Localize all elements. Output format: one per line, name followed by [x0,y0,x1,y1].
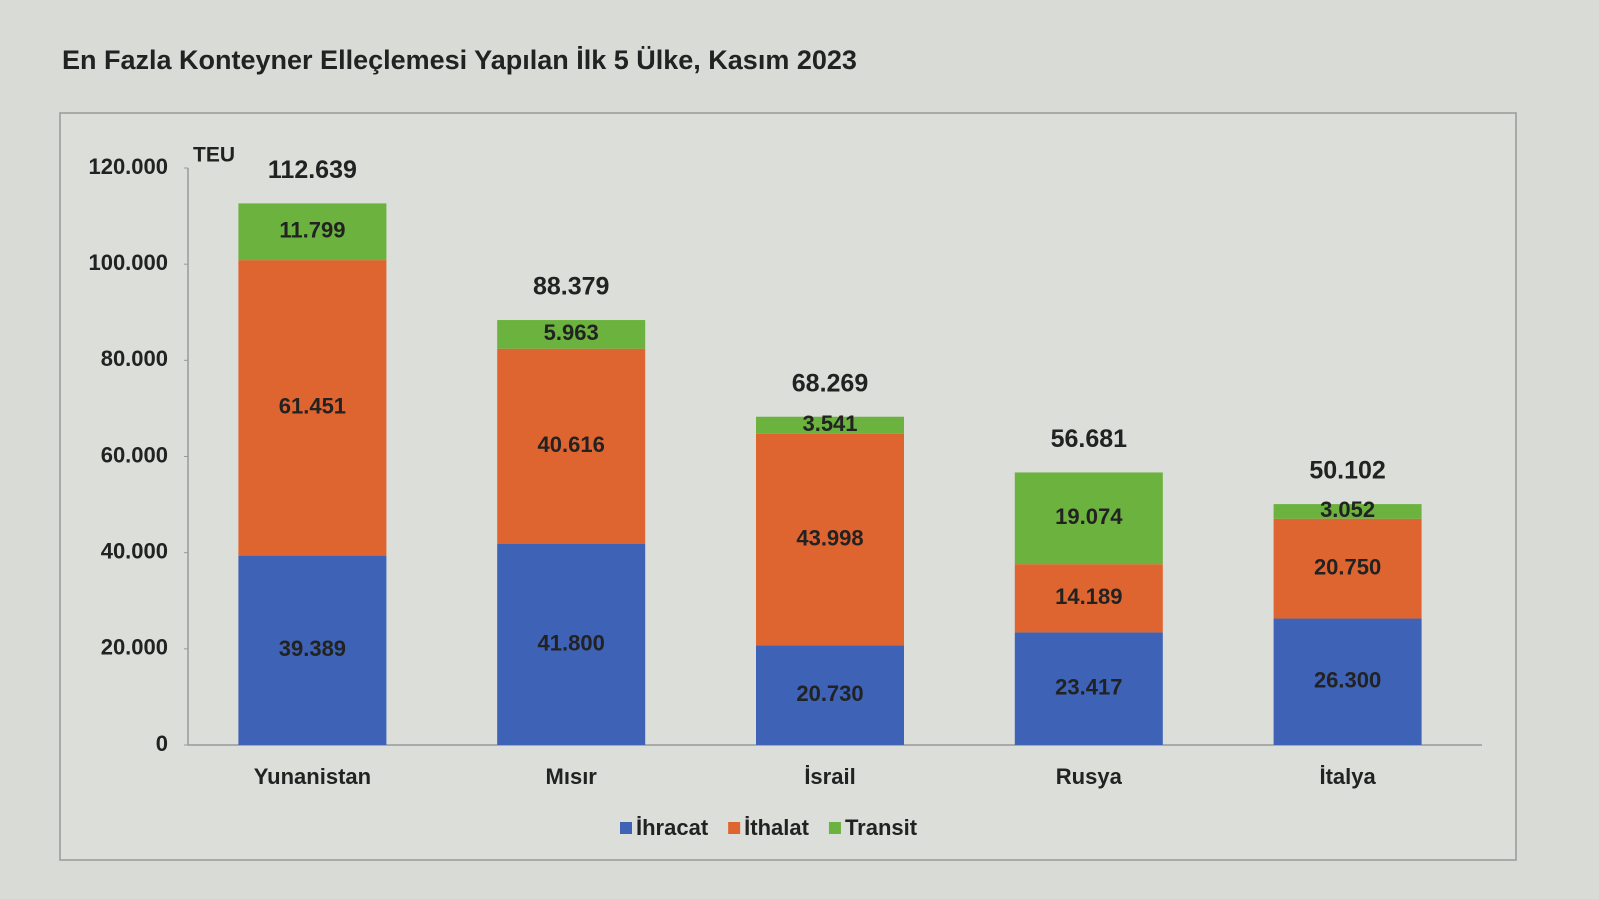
bar-segment [1014,632,1163,745]
x-tick-label: Rusya [1056,764,1123,789]
y-tick-label: 0 [156,731,168,756]
legend-label: İhracat [636,815,709,840]
total-label: 68.269 [792,369,868,397]
bar-segment [1273,504,1422,519]
bar-segment [1273,618,1422,745]
legend-label: Transit [845,815,918,840]
data-label: 40.616 [538,432,605,457]
data-label: 39.389 [279,636,346,661]
data-label: 3.052 [1320,497,1375,522]
data-label: 61.451 [279,394,346,419]
x-tick-label: İtalya [1319,764,1376,789]
legend-swatch [828,822,841,834]
bar-segment [756,433,904,646]
bar-segment [238,203,387,261]
y-axis-label: TEU [193,144,235,167]
bar-segment [497,320,646,349]
data-label: 43.998 [796,525,863,550]
data-label: 11.799 [279,218,345,243]
data-label: 3.541 [802,411,857,436]
data-label: 19.074 [1055,504,1123,529]
data-label: 5.963 [544,320,599,345]
bar-segment [238,555,387,745]
data-label: 20.730 [796,681,863,706]
y-tick-label: 80.000 [101,346,168,371]
total-label: 50.102 [1309,457,1385,485]
data-label: 20.750 [1314,554,1381,579]
y-tick-label: 120.000 [88,154,168,179]
chart-title: En Fazla Konteyner Elleçlemesi Yapılan İ… [62,45,857,75]
total-label: 56.681 [1051,425,1128,453]
bar-segment [1014,472,1163,565]
bar-segment [238,260,387,556]
total-label: 88.379 [533,273,609,301]
bar-segment [1273,518,1422,619]
data-label: 23.417 [1055,675,1122,700]
x-tick-label: İsrail [804,764,855,789]
data-label: 26.300 [1314,668,1381,693]
y-tick-label: 20.000 [101,635,168,660]
bar-segment [497,348,646,545]
total-label: 112.639 [268,156,357,184]
y-tick-label: 40.000 [101,538,168,563]
legend-label: İthalat [744,815,809,840]
legend-swatch [728,822,741,834]
data-label: 14.189 [1055,584,1122,609]
x-tick-label: Yunanistan [254,764,371,789]
bar-segment [756,416,904,434]
x-tick-label: Mısır [546,764,598,789]
y-tick-label: 100.000 [88,250,168,275]
data-label: 41.800 [538,630,605,655]
bar-segment [756,645,904,745]
y-tick-label: 60.000 [101,442,168,467]
bar-segment [1014,564,1163,633]
legend-swatch [620,822,632,834]
bar-segment [497,544,646,745]
